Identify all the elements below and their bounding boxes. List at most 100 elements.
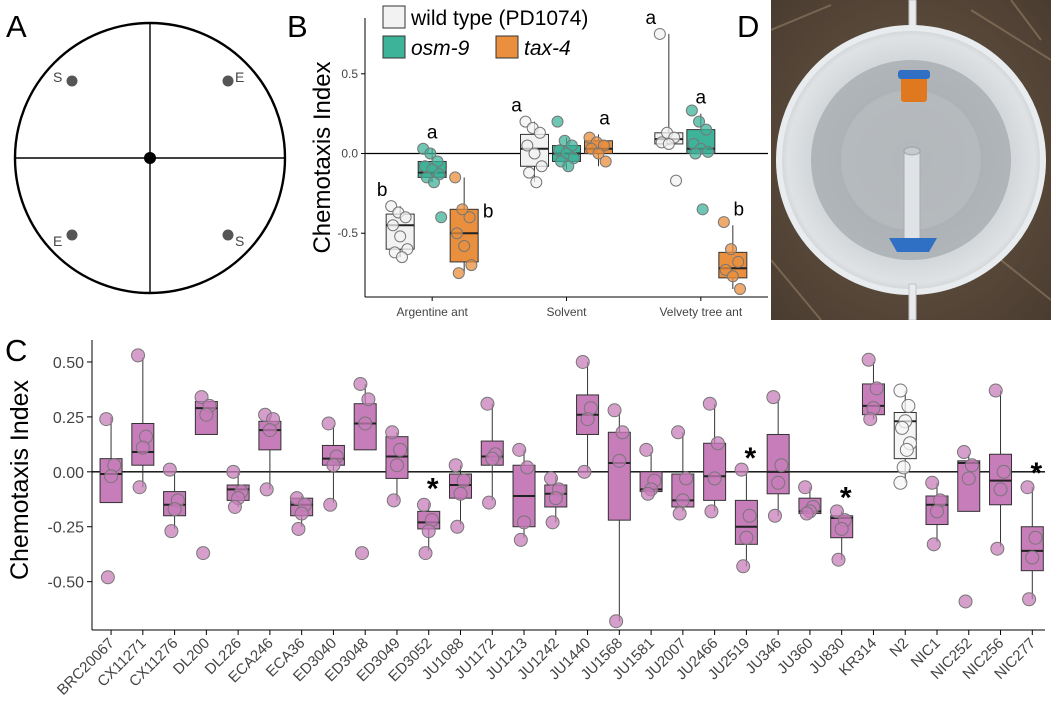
chart-c-point [294, 506, 309, 521]
chart-c-point [671, 425, 686, 440]
chart-c-point [961, 471, 976, 486]
chart-b-point [463, 211, 476, 224]
chart-b-point [533, 126, 546, 139]
chart-b-legend-swatch [382, 35, 406, 59]
chart-b-legend-label: osm-9 [411, 37, 470, 60]
chart-b-point [530, 176, 543, 189]
chart-c-y-tick-label: 0.25 [53, 410, 84, 427]
chart-b-point [592, 147, 605, 160]
chart-c-point [259, 482, 274, 497]
chart-b-point [465, 259, 478, 272]
chart-c-point [704, 504, 719, 519]
chart-c-point [993, 482, 1008, 497]
chart-c-point [323, 497, 338, 512]
chart-c-point [929, 504, 944, 519]
chart-c-point [135, 440, 150, 455]
photo-blue-clip [889, 238, 937, 252]
chart-c-significance-star: * [840, 481, 852, 514]
chart-b-point [435, 211, 448, 224]
photo-center-tube-top [903, 146, 921, 156]
chart-b-point [551, 115, 564, 128]
arena-label-bottom-right: S [235, 233, 244, 249]
chart-c-point [672, 506, 687, 521]
chart-c-point [513, 532, 528, 547]
chart-c-point [321, 416, 336, 431]
chart-c-point [99, 412, 114, 427]
chart-c-x-tick-label: N2 [886, 635, 912, 661]
chart-c-point [640, 486, 655, 501]
chart-c-point [1022, 592, 1037, 607]
chart-c-point [956, 445, 971, 460]
chart-b-point [528, 147, 541, 160]
chart-c-point [448, 458, 463, 473]
chart-c-point [702, 396, 717, 411]
chart-c-point [675, 493, 690, 508]
chart-b-point [427, 176, 440, 189]
chart-c-point [742, 508, 757, 523]
chart-c-y-tick-label: -0.50 [48, 575, 85, 592]
chart-b-sig-letter: b [377, 180, 388, 201]
chart-b-point [399, 211, 412, 224]
chart-c-point [988, 383, 1003, 398]
chart-b-point [599, 155, 612, 168]
chart-c-point [1025, 550, 1040, 565]
chart-c-point [262, 423, 277, 438]
chart-c-point [226, 464, 241, 479]
chart-c-point [480, 396, 495, 411]
chart-c-point [132, 480, 147, 495]
chart-b-point [734, 283, 747, 296]
chart-c-point [520, 460, 535, 475]
chart-c-y-tick-label: -0.25 [48, 520, 85, 537]
chart-b-y-tick-label: 0.0 [341, 147, 358, 161]
chart-c-point [104, 469, 119, 484]
arena-spot-bottom-right [222, 229, 234, 241]
chart-c-point [577, 464, 592, 479]
chart-c-point [734, 462, 749, 477]
chart-b-sig-letter: b [734, 199, 745, 220]
chart-c-significance-star: * [1030, 457, 1042, 490]
chart-c-point [416, 497, 431, 512]
chart-c-point [453, 486, 468, 501]
chart-b-point [700, 123, 713, 136]
chart-c-point [895, 420, 910, 435]
chart-b-legend-swatch [495, 35, 519, 59]
chart-b-point [670, 174, 683, 187]
chart-b-sig-letter: a [599, 108, 610, 129]
chart-b-point [653, 27, 666, 40]
chart-c-point [990, 541, 1005, 556]
chart-c-point [545, 515, 560, 530]
chart-c-point [926, 537, 941, 552]
arena-label-bottom-left: E [53, 233, 62, 249]
chart-c-point [771, 475, 786, 490]
chart-c-point [100, 570, 115, 585]
chart-b-point [386, 219, 399, 232]
chart-c-point [829, 504, 844, 519]
chart-c-point [861, 352, 876, 367]
chart-c-point [421, 524, 436, 539]
chart-b-point [523, 166, 536, 179]
chart-c-y-tick-label: 0.50 [53, 355, 84, 372]
chart-c-point [901, 398, 916, 413]
chart-c-point [227, 499, 242, 514]
chart-b-point [696, 203, 709, 216]
panel-letter-b: B [287, 9, 308, 44]
chart-c-point [326, 458, 341, 473]
arena-label-top-right: E [235, 69, 244, 85]
chart-b-sig-letter: a [646, 8, 657, 29]
arena-center-dot [144, 152, 156, 164]
chart-c-point [358, 416, 373, 431]
chart-b-sig-letter: a [427, 123, 438, 144]
chart-c-box [607, 431, 631, 521]
chart-c-point [485, 451, 500, 466]
chart-c-point [831, 552, 846, 567]
chart-b-legend: wild type (PD1074) osm-9 tax-4 [382, 5, 588, 60]
chart-b-point [521, 139, 534, 152]
chart-b-point [725, 243, 738, 256]
chart-c-point [456, 473, 471, 488]
chart-c-point [799, 506, 814, 521]
chart-c-significance-star: * [427, 473, 439, 506]
chart-b-legend-swatch [382, 5, 406, 29]
